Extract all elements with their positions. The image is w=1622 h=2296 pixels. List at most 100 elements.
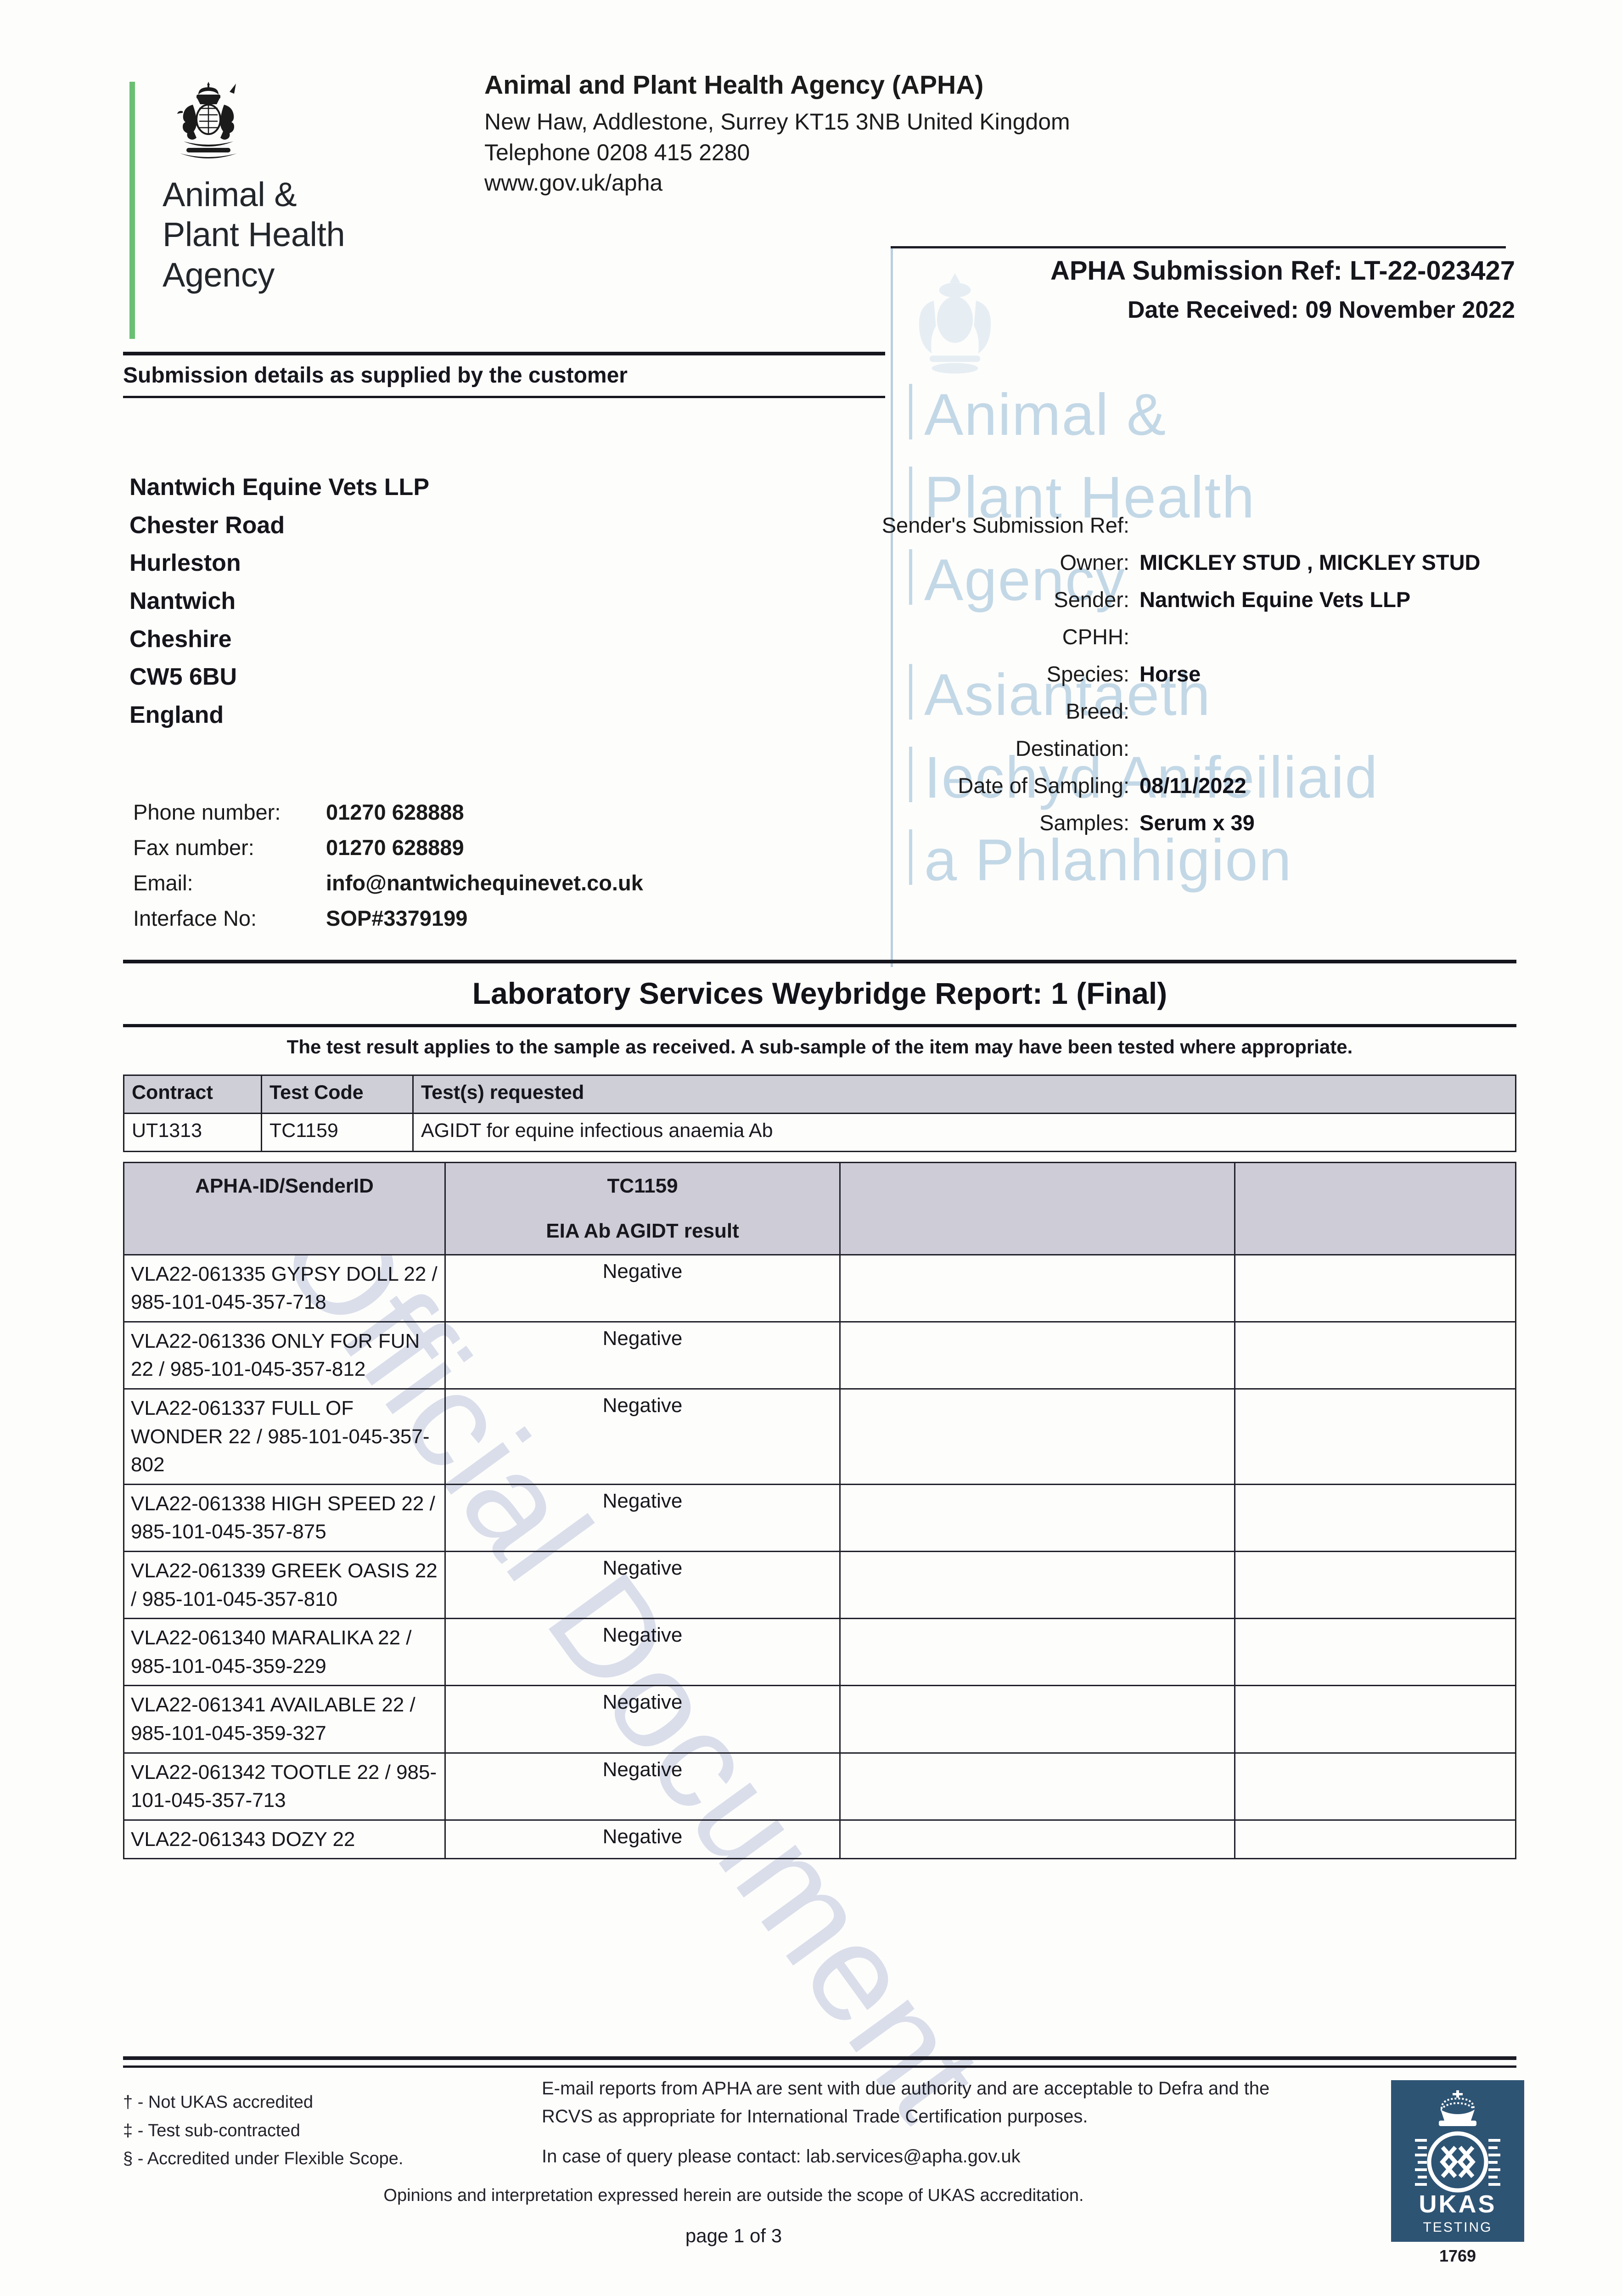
contact-label: Email: <box>133 871 193 895</box>
results-cell-blank-3 <box>839 1388 1235 1485</box>
table-row: VLA22-061338 HIGH SPEED 22 / 985-101-045… <box>123 1483 1516 1552</box>
contact-value: 01270 628888 <box>326 800 464 824</box>
results-cell-blank-4 <box>1234 1752 1516 1821</box>
results-cell-result: Negative <box>444 1752 841 1821</box>
table-row: VLA22-061339 GREEK OASIS 22 / 985-101-04… <box>123 1550 1516 1620</box>
meta-label: Sender's Submission Ref: <box>881 513 1129 537</box>
results-cell-id: VLA22-061339 GREEK OASIS 22 / 985-101-04… <box>123 1550 446 1620</box>
footer-legend-item-sub-contracted: ‡ - Test sub-contracted <box>123 2121 300 2140</box>
meta-label: Owner: <box>1060 550 1130 574</box>
meta-label: Destination: <box>1015 736 1129 760</box>
contact-label: Phone number: <box>133 800 281 824</box>
meta-value: Nantwich Equine Vets LLP <box>1139 587 1411 612</box>
table-row: VLA22-061335 GYPSY DOLL 22 / 985-101-045… <box>123 1254 1516 1322</box>
contact-value: 01270 628889 <box>326 835 464 860</box>
royal-coat-of-arms-icon <box>177 82 237 158</box>
svg-text:UKAS: UKAS <box>1419 2190 1496 2218</box>
customer-address-line: Nantwich <box>129 588 236 615</box>
footer-legend-item-not-ukas: † - Not UKAS accredited <box>123 2093 313 2112</box>
customer-address-line: CW5 6BU <box>129 664 237 691</box>
results-cell-blank-3 <box>839 1685 1235 1754</box>
results-col-header-test-code: TC1159 <box>607 1175 678 1197</box>
report-title-bottom-rule <box>123 1024 1516 1027</box>
agency-address-line: New Haw, Addlestone, Surrey KT15 3NB Uni… <box>484 109 1070 135</box>
apha-submission-ref: APHA Submission Ref: LT-22-023427 <box>1050 256 1515 286</box>
results-cell-result: Negative <box>444 1550 841 1620</box>
apha-logo-line-3: Agency <box>163 255 275 294</box>
submission-meta-list: Sender's Submission Ref: Owner: MICKLEY … <box>808 514 1524 849</box>
results-cell-blank-3 <box>839 1254 1235 1322</box>
results-cell-result: Negative <box>444 1618 841 1687</box>
logo-green-bar <box>129 82 135 339</box>
agency-website[interactable]: www.gov.uk/apha <box>484 170 663 196</box>
footer-top-rule-2 <box>123 2065 1516 2068</box>
results-cell-blank-4 <box>1234 1321 1516 1390</box>
agency-address-block: Animal and Plant Health Agency (APHA) Ne… <box>484 70 1265 198</box>
contact-row-phone: Phone number: 01270 628888 <box>133 794 643 830</box>
footer-top-rule <box>123 2056 1516 2060</box>
contract-col-header-test-code: Test Code <box>261 1075 414 1114</box>
results-col-header-test-name: EIA Ab AGIDT result <box>546 1219 739 1242</box>
report-title-top-rule <box>123 960 1516 963</box>
header-vertical-divider <box>891 246 893 967</box>
contact-row-fax: Fax number: 01270 628889 <box>133 830 643 865</box>
results-cell-id: VLA22-061340 MARALIKA 22 / 985-101-045-3… <box>123 1618 446 1687</box>
meta-row-sender: Sender: Nantwich Equine Vets LLP <box>808 589 1524 610</box>
page-number: page 1 of 3 <box>685 2225 782 2246</box>
table-row: UT1313 TC1159 AGIDT for equine infectiou… <box>123 1113 1516 1152</box>
meta-row-owner: Owner: MICKLEY STUD , MICKLEY STUD <box>808 551 1524 573</box>
results-cell-id: VLA22-061342 TOOTLE 22 / 985-101-045-357… <box>123 1752 446 1821</box>
ukas-accreditation-number: 1769 <box>1439 2246 1476 2265</box>
results-cell-blank-4 <box>1234 1550 1516 1620</box>
results-cell-blank-4 <box>1234 1819 1516 1860</box>
meta-row-species: Species: Horse <box>808 663 1524 685</box>
table-row: VLA22-061340 MARALIKA 22 / 985-101-045-3… <box>123 1618 1516 1687</box>
customer-address: Nantwich Equine Vets LLP Chester Road Hu… <box>129 468 429 734</box>
table-row: VLA22-061342 TOOTLE 22 / 985-101-045-357… <box>123 1752 1516 1821</box>
customer-address-line: Hurleston <box>129 550 241 577</box>
ukas-accreditation-mark: UKAS TESTING 1769 <box>1391 2080 1524 2266</box>
meta-value: Serum x 39 <box>1139 810 1255 835</box>
results-cell-blank-3 <box>839 1618 1235 1687</box>
contact-value[interactable]: info@nantwichequinevet.co.uk <box>326 871 643 895</box>
meta-label: CPHH: <box>1062 625 1129 649</box>
results-cell-id: VLA22-061336 ONLY FOR FUN 22 / 985-101-0… <box>123 1321 446 1390</box>
apha-logo-line-1: Animal & <box>163 175 297 214</box>
results-cell-id: VLA22-061335 GYPSY DOLL 22 / 985-101-045… <box>123 1254 446 1322</box>
contract-table-header-row: Contract Test Code Test(s) requested <box>123 1075 1516 1114</box>
results-cell-blank-4 <box>1234 1483 1516 1552</box>
ukas-logo-icon: UKAS TESTING <box>1415 2090 1500 2235</box>
svg-text:TESTING: TESTING <box>1423 2220 1492 2235</box>
customer-address-line: Chester Road <box>129 512 285 539</box>
contract-col-header-tests-requested: Test(s) requested <box>412 1075 1516 1114</box>
meta-row-samples: Samples: Serum x 39 <box>808 812 1524 833</box>
contact-label: Interface No: <box>133 906 257 931</box>
results-cell-blank-3 <box>839 1321 1235 1390</box>
meta-row-cphh: CPHH: <box>808 626 1524 647</box>
meta-value: MICKLEY STUD , MICKLEY STUD <box>1139 550 1481 574</box>
results-cell-id: VLA22-061343 DOZY 22 <box>123 1819 446 1860</box>
results-cell-result: Negative <box>444 1685 841 1754</box>
results-cell-blank-3 <box>839 1819 1235 1860</box>
results-cell-blank-3 <box>839 1483 1235 1552</box>
contract-col-header-contract: Contract <box>123 1075 262 1114</box>
customer-contact-details: Phone number: 01270 628888 Fax number: 012… <box>133 794 643 936</box>
contact-row-interface-no: Interface No: SOP#3379199 <box>133 900 643 936</box>
results-cell-blank-3 <box>839 1752 1235 1821</box>
results-cell-id: VLA22-061337 FULL OF WONDER 22 / 985-101… <box>123 1388 446 1485</box>
meta-label: Date of Sampling: <box>958 773 1129 798</box>
meta-value: Horse <box>1139 662 1201 686</box>
meta-value: 08/11/2022 <box>1139 773 1246 798</box>
footer-note-email-authority: E-mail reports from APHA are sent with d… <box>542 2078 1270 2127</box>
agency-telephone: Telephone 0208 415 2280 <box>484 139 750 165</box>
results-col-header-test: TC1159 EIA Ab AGIDT result <box>444 1162 841 1255</box>
contact-value: SOP#3379199 <box>326 906 468 931</box>
results-cell-result: Negative <box>444 1254 841 1322</box>
agency-name: Animal and Plant Health Agency (APHA) <box>484 70 984 100</box>
submission-details-heading: Submission details as supplied by the cu… <box>123 363 628 388</box>
meta-row-destination: Destination: <box>808 737 1524 759</box>
customer-address-line: England <box>129 702 224 729</box>
submission-ref-block: APHA Submission Ref: LT-22-023427 Date R… <box>891 255 1515 324</box>
meta-row-breed: Breed: <box>808 700 1524 722</box>
meta-label: Samples: <box>1039 810 1129 835</box>
